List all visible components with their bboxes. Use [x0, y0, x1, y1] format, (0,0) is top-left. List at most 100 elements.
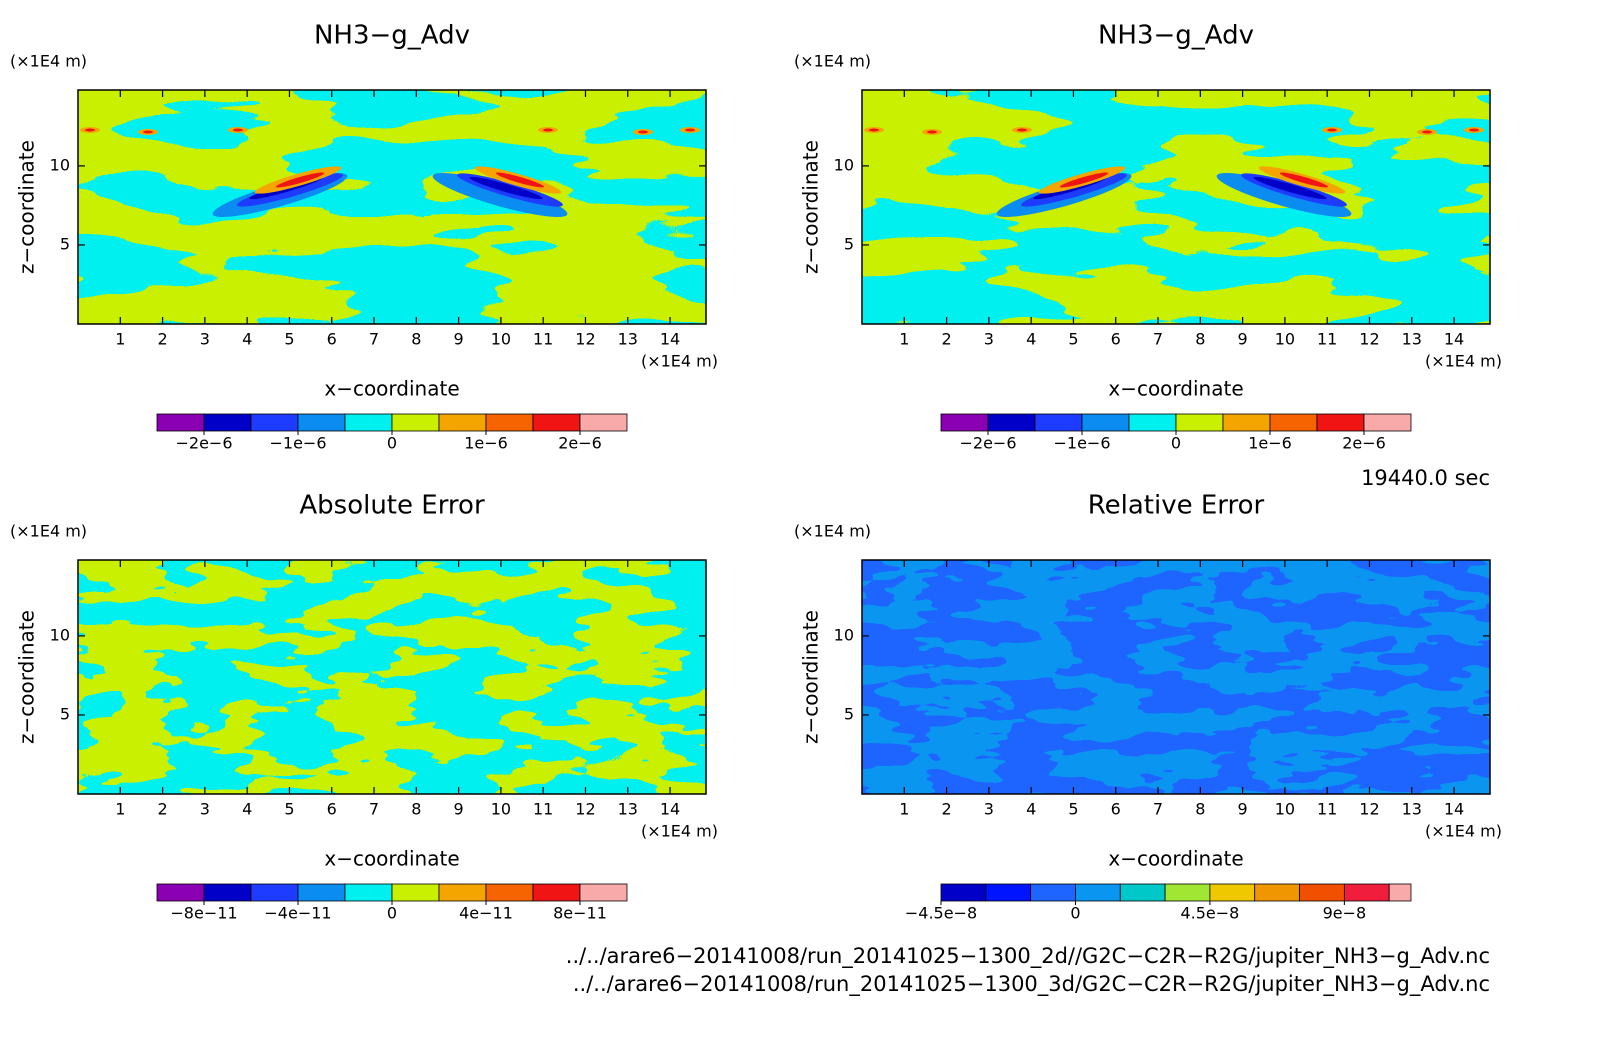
field-feature [495, 172, 545, 188]
colorbar-bin [344, 883, 393, 902]
field-feature [638, 130, 648, 134]
x-tick-label: 12 [1359, 330, 1379, 349]
x-tick-label: 9 [1238, 800, 1248, 819]
x-tick-label: 9 [1238, 330, 1248, 349]
x-tick-label: 13 [618, 800, 638, 819]
field-feature [432, 172, 568, 218]
colorbar-tick-label: 4.5e−8 [1180, 904, 1239, 923]
colorbar-tick-label: −1e−6 [269, 434, 326, 453]
colorbar-bin [1081, 413, 1130, 432]
y-tick-label: 10 [50, 625, 70, 644]
field-texture [78, 560, 706, 794]
x-tick-label: 14 [660, 800, 680, 819]
colorbar-tick-label: 0 [1070, 904, 1080, 923]
field-feature [869, 128, 879, 132]
field-texture [862, 90, 1490, 324]
x-tick-label: 10 [1275, 330, 1295, 349]
colorbar-bin [297, 413, 346, 432]
y-axis-label: z−coordinate [799, 140, 823, 274]
field-feature [1469, 128, 1479, 132]
plot-frame [77, 559, 707, 795]
x-tick-label: 3 [984, 330, 994, 349]
colorbar-bin [1343, 883, 1390, 902]
x-tick-label: 1 [115, 330, 125, 349]
x-tick-label: 4 [242, 800, 252, 819]
colorbar-bin [579, 413, 628, 432]
y-tick-label: 10 [50, 155, 70, 174]
colorbar-tick-label: 0 [387, 904, 397, 923]
colorbar-bin [1034, 413, 1083, 432]
colorbar-bin [485, 883, 534, 902]
colorbar-bin [1175, 413, 1224, 432]
colorbar-bin [987, 413, 1036, 432]
y-axis-label: z−coordinate [799, 610, 823, 744]
x-axis-label: x−coordinate [324, 847, 459, 871]
time-label: 19440.0 sec [1361, 466, 1490, 490]
x-tick-label: 13 [618, 330, 638, 349]
colorbar-bin [579, 883, 628, 902]
x-unit: (×1E4 m) [641, 822, 718, 841]
x-tick-label: 6 [1111, 800, 1121, 819]
plot-frame [861, 89, 1491, 325]
y-unit: (×1E4 m) [794, 52, 871, 71]
colorbar-bin [250, 413, 299, 432]
x-tick-label: 12 [575, 330, 595, 349]
x-tick-label: 1 [899, 800, 909, 819]
field-feature [143, 130, 153, 134]
x-tick-label: 10 [491, 800, 511, 819]
field-feature [1017, 128, 1027, 132]
field-feature [275, 172, 325, 188]
x-tick-label: 7 [369, 800, 379, 819]
colorbar-bin [940, 883, 987, 902]
x-tick-label: 2 [941, 800, 951, 819]
x-tick-label: 14 [1444, 800, 1464, 819]
x-tick-label: 10 [1275, 800, 1295, 819]
x-tick-label: 2 [157, 800, 167, 819]
colorbar-tick-label: 0 [387, 434, 397, 453]
field-feature [1279, 172, 1329, 188]
colorbar-bin [250, 883, 299, 902]
panel-title: Absolute Error [299, 491, 485, 521]
x-tick-label: 5 [1068, 800, 1078, 819]
colorbar-tick-label: 2e−6 [558, 434, 602, 453]
plot-frame [861, 559, 1491, 795]
x-tick-label: 3 [200, 330, 210, 349]
x-tick-label: 8 [411, 800, 421, 819]
panel-title: NH3−g_Adv [314, 21, 470, 51]
colorbar-tick-label: −4.5e−8 [905, 904, 977, 923]
x-unit: (×1E4 m) [1425, 352, 1502, 371]
colorbar-tick-label: 9e−8 [1323, 904, 1367, 923]
y-tick-label: 5 [60, 234, 70, 253]
x-tick-label: 12 [1359, 800, 1379, 819]
x-tick-label: 14 [1444, 330, 1464, 349]
colorbar-bin [156, 883, 205, 902]
x-tick-label: 5 [284, 800, 294, 819]
x-tick-label: 3 [200, 800, 210, 819]
field-texture [862, 560, 1490, 794]
colorbar-bin [438, 883, 487, 902]
y-unit: (×1E4 m) [794, 522, 871, 541]
field-feature [1327, 128, 1337, 132]
colorbar-tick-label: 2e−6 [1342, 434, 1386, 453]
y-axis-label: z−coordinate [15, 610, 39, 744]
x-tick-label: 2 [941, 330, 951, 349]
y-tick-label: 5 [844, 234, 854, 253]
colorbar-tick-label: 1e−6 [1248, 434, 1292, 453]
x-tick-label: 11 [533, 800, 553, 819]
colorbar-bin [1388, 883, 1412, 902]
x-tick-label: 5 [1068, 330, 1078, 349]
panel-title: Relative Error [1088, 491, 1265, 521]
colorbar-bin [1128, 413, 1177, 432]
colorbar-bin [203, 413, 252, 432]
colorbar-bin [203, 883, 252, 902]
colorbar-tick-label: 8e−11 [553, 904, 607, 923]
x-tick-label: 13 [1402, 800, 1422, 819]
x-unit: (×1E4 m) [1425, 822, 1502, 841]
x-tick-label: 7 [1153, 330, 1163, 349]
x-tick-label: 1 [899, 330, 909, 349]
x-tick-label: 11 [1317, 330, 1337, 349]
panel-title: NH3−g_Adv [1098, 21, 1254, 51]
x-tick-label: 11 [533, 330, 553, 349]
colorbar-bin [1299, 883, 1345, 902]
